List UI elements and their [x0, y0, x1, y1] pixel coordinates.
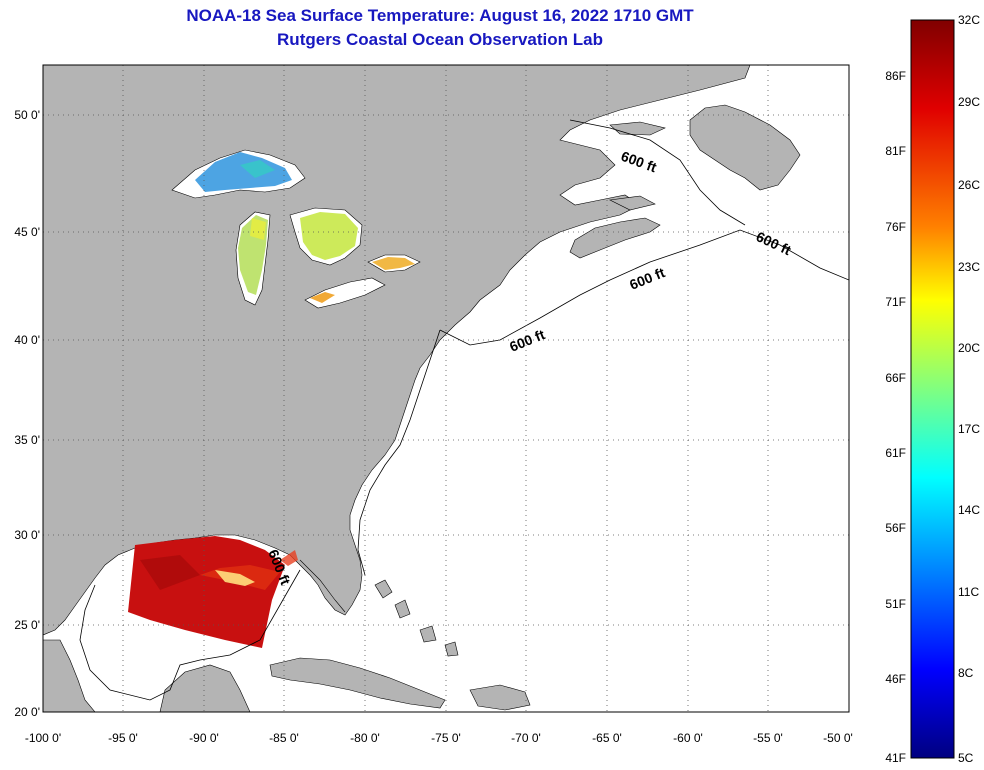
colorbar-fahrenheit-label: 56F [885, 521, 906, 535]
colorbar-celsius-label: 5C [958, 751, 974, 765]
lon-label: -95 0' [108, 731, 138, 745]
lon-label: -60 0' [673, 731, 703, 745]
colorbar-fahrenheit-label: 66F [885, 371, 906, 385]
lat-label: 30 0' [14, 528, 40, 542]
lon-label: -50 0' [823, 731, 853, 745]
contour-600ft-gulf [79, 569, 301, 701]
lat-label: 20 0' [14, 705, 40, 719]
sst-lake-ontario [372, 257, 415, 270]
colorbar-celsius-label: 17C [958, 422, 980, 436]
lat-label: 25 0' [14, 618, 40, 632]
lon-label: -100 0' [25, 731, 61, 745]
lat-label: 40 0' [14, 333, 40, 347]
contour-600ft-atlantic [439, 229, 849, 346]
land-pei [608, 195, 656, 211]
lon-label: -65 0' [592, 731, 622, 745]
colorbar-celsius-label: 32C [958, 13, 980, 27]
lat-label: 50 0' [14, 108, 40, 122]
colorbar-fahrenheit-label: 51F [885, 597, 906, 611]
lon-label: -70 0' [511, 731, 541, 745]
colorbar-fahrenheit-label: 81F [885, 144, 906, 158]
sst-lake-huron [300, 212, 358, 260]
colorbar-celsius-label: 20C [958, 341, 980, 355]
lon-label: -55 0' [753, 731, 783, 745]
land-yucatan [159, 664, 251, 712]
land-bahamas [374, 579, 459, 657]
colorbar-celsius-label: 29C [958, 95, 980, 109]
colorbar-fahrenheit-label: 46F [885, 672, 906, 686]
land-cuba [269, 657, 446, 709]
colorbar-fahrenheit-label: 61F [885, 446, 906, 460]
colorbar-celsius-label: 11C [958, 585, 979, 599]
lat-label: 45 0' [14, 225, 40, 239]
lon-label: -90 0' [189, 731, 219, 745]
map-title: NOAA-18 Sea Surface Temperature: August … [186, 6, 694, 25]
colorbar [910, 19, 955, 759]
sst-lake-erie [310, 292, 335, 303]
colorbar-fahrenheit-label: 86F [885, 69, 906, 83]
land-hispaniola [469, 684, 531, 711]
lon-label: -85 0' [269, 731, 299, 745]
map-subtitle: Rutgers Coastal Ocean Observation Lab [277, 30, 603, 49]
lat-label: 35 0' [14, 433, 40, 447]
land-newfoundland [689, 104, 801, 191]
colorbar-celsius-label: 23C [958, 260, 980, 274]
colorbar-celsius-label: 14C [958, 503, 980, 517]
colorbar-celsius-label: 26C [958, 178, 980, 192]
land-mexico [43, 639, 96, 712]
land-nova-scotia [569, 217, 661, 259]
colorbar-fahrenheit-label: 71F [885, 295, 906, 309]
colorbar-celsius-label: 8C [958, 666, 974, 680]
lon-label: -75 0' [431, 731, 461, 745]
sst-lake-superior [195, 152, 292, 192]
colorbar-fahrenheit-label: 41F [885, 751, 906, 765]
map-border [42, 64, 850, 713]
colorbar-fahrenheit-label: 76F [885, 220, 906, 234]
lon-label: -80 0' [350, 731, 380, 745]
